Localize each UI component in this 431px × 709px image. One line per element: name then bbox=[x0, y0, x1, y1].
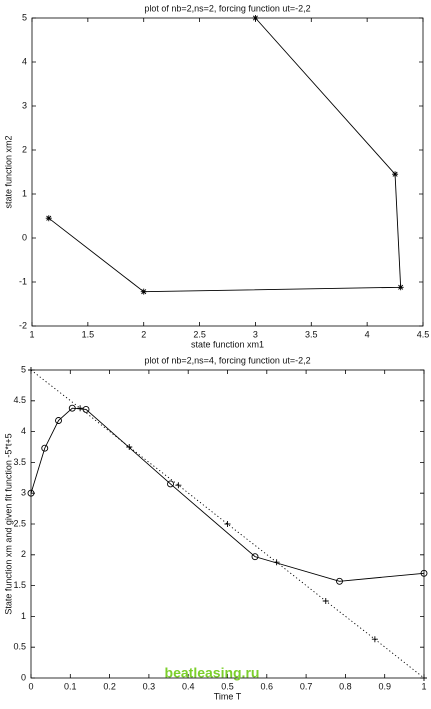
marker bbox=[77, 405, 84, 412]
x-tick-label: 0 bbox=[28, 681, 33, 691]
x-tick-label: 2 bbox=[141, 329, 146, 339]
y-tick-label: 3 bbox=[22, 100, 27, 110]
x-axis-label: Time T bbox=[214, 691, 242, 701]
y-tick-label: -2 bbox=[19, 320, 27, 330]
marker bbox=[252, 15, 259, 21]
x-tick-label: 1.5 bbox=[82, 329, 95, 339]
marker bbox=[68, 404, 76, 412]
x-tick-label: 1 bbox=[29, 329, 34, 339]
chart-title: plot of nb=2,ns=4, forcing function ut=-… bbox=[144, 355, 310, 365]
y-tick-label: 2.5 bbox=[13, 518, 26, 528]
marker bbox=[251, 553, 259, 561]
y-tick-label: 4 bbox=[21, 426, 26, 436]
y-tick-label: 4.5 bbox=[13, 395, 26, 405]
marker bbox=[82, 405, 90, 413]
marker bbox=[421, 675, 427, 681]
x-tick-label: 0.8 bbox=[339, 681, 352, 691]
y-tick-label: 5 bbox=[21, 364, 26, 374]
x-axis-label: state function xm1 bbox=[191, 339, 264, 349]
marker bbox=[41, 444, 49, 452]
x-tick-label: 3 bbox=[253, 329, 258, 339]
x-tick-label: 0.4 bbox=[182, 681, 195, 691]
plot-frame bbox=[31, 17, 424, 327]
x-tick-label: 1 bbox=[421, 681, 426, 691]
marker bbox=[273, 559, 280, 566]
y-tick-label: 3.5 bbox=[13, 457, 26, 467]
marker bbox=[397, 284, 404, 291]
watermark: beatleasing.ru bbox=[165, 665, 260, 681]
y-tick-label: 2 bbox=[22, 144, 27, 154]
marker bbox=[140, 288, 147, 295]
x-tick-label: 0.6 bbox=[261, 681, 274, 691]
y-tick-label: 0 bbox=[21, 672, 26, 682]
y-tick-label: 1 bbox=[21, 611, 26, 621]
marker bbox=[420, 569, 428, 577]
marker bbox=[336, 577, 343, 585]
marker bbox=[371, 636, 378, 643]
marker bbox=[126, 444, 133, 450]
series-line bbox=[30, 407, 425, 582]
x-tick-label: 2.5 bbox=[193, 329, 206, 339]
y-tick-label: 3 bbox=[21, 488, 26, 498]
marker bbox=[27, 489, 35, 497]
marker bbox=[45, 215, 52, 222]
y-tick-label: 4 bbox=[22, 56, 27, 66]
y-tick-label: 1 bbox=[22, 188, 27, 198]
marker bbox=[28, 367, 34, 373]
x-tick-label: 0.5 bbox=[221, 681, 234, 691]
x-tick-label: 4 bbox=[365, 329, 370, 339]
marker bbox=[55, 417, 62, 424]
x-tick-label: 0.1 bbox=[64, 681, 77, 691]
x-tick-label: 4.5 bbox=[417, 329, 430, 339]
x-tick-label: 0.2 bbox=[103, 681, 116, 691]
marker bbox=[224, 521, 231, 527]
marker bbox=[322, 598, 329, 604]
marker bbox=[175, 482, 182, 489]
x-tick-label: 0.9 bbox=[378, 681, 391, 691]
y-tick-label: 1.5 bbox=[13, 580, 26, 590]
marker bbox=[167, 480, 174, 488]
x-tick-label: 0.7 bbox=[300, 681, 313, 691]
x-tick-label: 0.3 bbox=[143, 681, 156, 691]
marker bbox=[392, 171, 399, 178]
y-tick-label: 5 bbox=[22, 12, 27, 22]
y-tick-label: 2 bbox=[21, 549, 26, 559]
chart-title: plot of nb=2,ns=2, forcing function ut=-… bbox=[144, 3, 310, 13]
y-axis-label: State function xm and given fit function… bbox=[3, 433, 13, 614]
y-tick-label: -1 bbox=[19, 276, 27, 286]
y-tick-label: 0.5 bbox=[13, 642, 26, 652]
x-tick-label: 3.5 bbox=[305, 329, 318, 339]
y-tick-label: 0 bbox=[22, 232, 27, 242]
y-axis-label: state function xm2 bbox=[3, 135, 13, 208]
